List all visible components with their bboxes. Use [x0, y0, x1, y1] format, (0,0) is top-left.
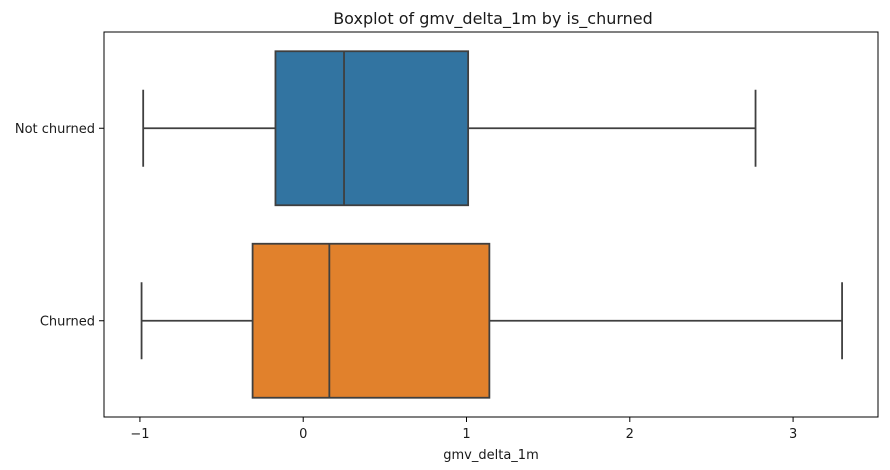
iqr-box: [274, 50, 470, 207]
x-tick-label: −1: [130, 427, 149, 442]
iqr-box: [251, 242, 491, 399]
x-tick-label: 1: [462, 427, 470, 442]
y-tick-label: Not churned: [15, 122, 95, 137]
plot-frame: [103, 31, 879, 418]
x-axis-label: gmv_delta_1m: [443, 448, 538, 463]
y-axis: Not churned Churned: [15, 122, 104, 329]
x-axis: −1 0 1 2 3: [130, 417, 797, 442]
plot-area: [140, 50, 843, 399]
x-tick-label: 0: [299, 427, 307, 442]
box-group-churned: [140, 242, 843, 399]
chart-title: Boxplot of gmv_delta_1m by is_churned: [333, 9, 653, 29]
box-group-not-churned: [142, 50, 757, 207]
y-tick-label: Churned: [40, 314, 95, 329]
x-tick-label: 2: [626, 427, 634, 442]
x-tick-label: 3: [789, 427, 797, 442]
